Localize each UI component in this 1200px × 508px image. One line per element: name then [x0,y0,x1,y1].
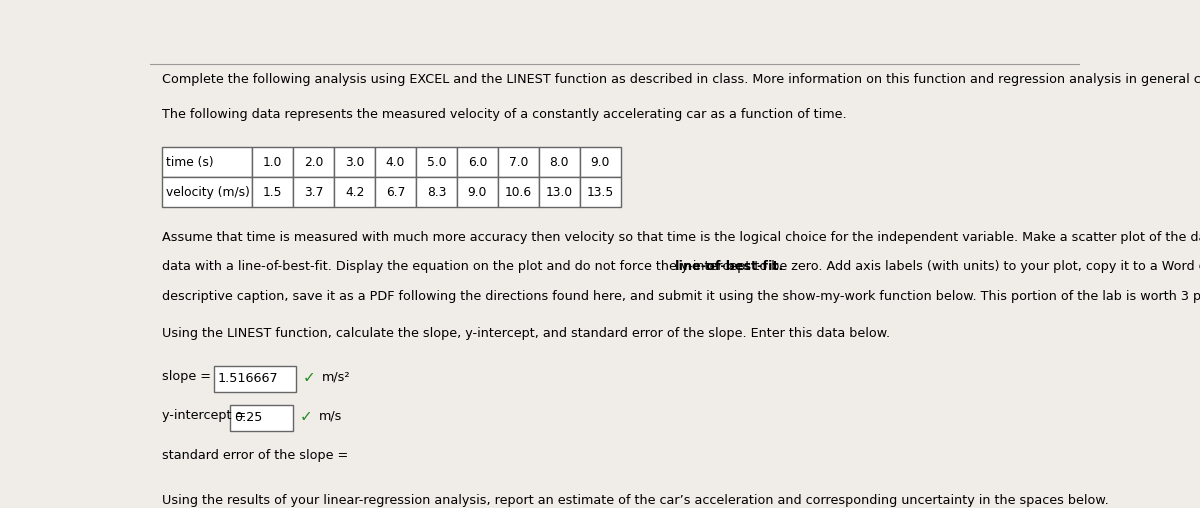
Text: 3.7: 3.7 [304,186,323,199]
Text: 3.0: 3.0 [344,155,365,169]
Text: 9.0: 9.0 [590,155,610,169]
Bar [580,147,620,177]
Bar [376,177,416,207]
Bar [252,177,293,207]
Text: 1.516667: 1.516667 [218,372,278,386]
Text: time (s): time (s) [166,155,214,169]
Text: 13.5: 13.5 [587,186,613,199]
Bar [416,147,457,177]
Bar [293,147,334,177]
Bar [457,177,498,207]
Text: 1.5: 1.5 [263,186,282,199]
Bar [539,147,580,177]
Text: slope =: slope = [162,370,215,384]
Text: 8.3: 8.3 [427,186,446,199]
Bar [230,405,293,431]
Text: data with a line-of-best-fit. Display the equation on the plot and do not force : data with a line-of-best-fit. Display th… [162,261,1200,273]
Text: Assume that time is measured with much more accuracy then velocity so that time : Assume that time is measured with much m… [162,231,1200,244]
Bar [416,177,457,207]
Text: 13.0: 13.0 [546,186,572,199]
Text: ✓: ✓ [302,369,316,385]
Text: velocity (m/s): velocity (m/s) [166,186,250,199]
Text: 0.25: 0.25 [234,411,262,425]
Text: Using the results of your linear-regression analysis, report an estimate of the : Using the results of your linear-regress… [162,494,1109,506]
Text: 2.0: 2.0 [304,155,323,169]
Text: Complete the following analysis using EXCEL and the LINEST function as described: Complete the following analysis using EX… [162,73,1200,86]
Text: ✓: ✓ [300,408,312,424]
Text: m/s²: m/s² [322,370,350,384]
Bar [498,147,539,177]
Text: standard error of the slope =: standard error of the slope = [162,449,353,462]
Text: descriptive caption, save it as a PDF following the directions found here, and s: descriptive caption, save it as a PDF fo… [162,290,1200,303]
Bar [457,147,498,177]
Bar [539,177,580,207]
Text: 10.6: 10.6 [505,186,532,199]
Text: line-of-best-fit.: line-of-best-fit. [674,261,784,273]
Text: 6.7: 6.7 [386,186,406,199]
Text: 4.2: 4.2 [344,186,365,199]
Bar [162,177,252,207]
Bar [162,147,252,177]
Bar [252,147,293,177]
Text: 4.0: 4.0 [386,155,406,169]
Text: 9.0: 9.0 [468,186,487,199]
Text: 7.0: 7.0 [509,155,528,169]
Text: Using the LINEST function, calculate the slope, y-intercept, and standard error : Using the LINEST function, calculate the… [162,327,890,340]
Text: 5.0: 5.0 [427,155,446,169]
Text: y-intercept =: y-intercept = [162,409,251,423]
Text: m/s: m/s [319,409,343,423]
Bar [376,147,416,177]
Bar [334,177,376,207]
Text: 8.0: 8.0 [550,155,569,169]
Text: The following data represents the measured velocity of a constantly accelerating: The following data represents the measur… [162,108,847,121]
Bar [334,147,376,177]
Bar [293,177,334,207]
Text: 6.0: 6.0 [468,155,487,169]
Bar [498,177,539,207]
Text: 1.0: 1.0 [263,155,282,169]
Bar [580,177,620,207]
Bar [214,366,296,392]
